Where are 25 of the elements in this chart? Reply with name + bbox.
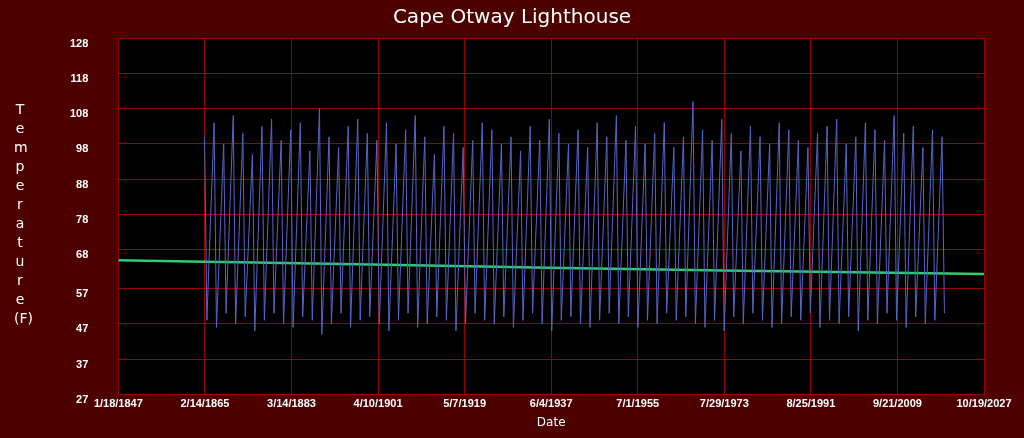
x-tick-label: 7/29/1973 bbox=[699, 397, 749, 410]
x-tick-label: 7/1/1955 bbox=[616, 397, 660, 410]
y-tick-label: 47 bbox=[76, 322, 89, 335]
x-tick-label: 10/19/2027 bbox=[956, 397, 1012, 410]
x-axis-title: Date bbox=[536, 414, 566, 429]
x-tick-label: 5/7/1919 bbox=[443, 397, 487, 410]
x-tick-label: 3/14/1883 bbox=[267, 397, 316, 410]
y-tick-label: 27 bbox=[76, 392, 89, 405]
x-tick-label: 8/25/1991 bbox=[786, 397, 836, 410]
y-tick-label: 88 bbox=[76, 177, 89, 190]
y-tick-label: 128 bbox=[69, 36, 89, 49]
y-tick-label: 37 bbox=[76, 357, 89, 370]
text: Temperature (F) bbox=[14, 101, 33, 326]
x-tick-label: 2/14/1865 bbox=[180, 397, 230, 410]
x-tick-label: 4/10/1901 bbox=[353, 397, 403, 410]
x-tick-label: 9/21/2009 bbox=[872, 397, 922, 410]
y-tick-label: 78 bbox=[76, 212, 89, 225]
y-tick-label: 108 bbox=[69, 107, 89, 120]
x-tick-label: 1/18/1847 bbox=[93, 397, 143, 410]
x-tick-label: 6/4/1937 bbox=[529, 397, 573, 410]
y-tick-label: 68 bbox=[76, 248, 89, 261]
chart-title: Cape Otway Lighthouse bbox=[392, 4, 632, 29]
y-tick-label: 98 bbox=[76, 142, 89, 155]
y-tick-label: 57 bbox=[76, 287, 89, 300]
y-tick-label: 118 bbox=[70, 71, 89, 84]
